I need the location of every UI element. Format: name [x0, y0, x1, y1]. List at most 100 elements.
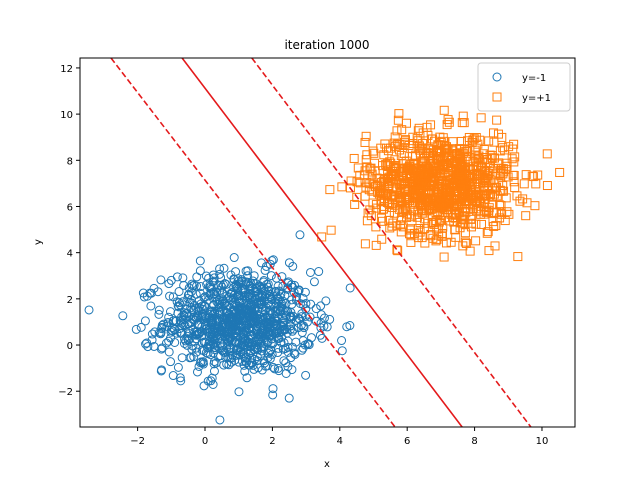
point-class-pos — [531, 179, 541, 189]
point-class-pos — [470, 145, 480, 155]
scatter-points — [84, 105, 565, 425]
point-class-neg — [187, 344, 197, 354]
point-class-neg — [170, 337, 180, 347]
point-class-pos — [456, 159, 466, 169]
point-class-neg — [247, 293, 257, 303]
point-class-pos — [447, 212, 457, 222]
point-class-neg — [228, 300, 238, 310]
point-class-pos — [444, 216, 454, 226]
point-class-pos — [530, 201, 540, 211]
point-class-neg — [215, 264, 225, 274]
point-class-pos — [434, 217, 444, 227]
point-class-neg — [226, 270, 236, 280]
point-class-neg — [221, 279, 231, 289]
point-class-pos — [468, 173, 478, 183]
point-class-pos — [521, 170, 531, 180]
point-class-pos — [404, 165, 414, 175]
point-class-pos — [457, 214, 467, 224]
point-class-neg — [259, 328, 269, 338]
point-class-pos — [446, 237, 456, 247]
point-class-neg — [314, 267, 324, 277]
point-class-neg — [250, 288, 260, 298]
point-class-neg — [178, 273, 188, 283]
point-class-pos — [542, 181, 552, 191]
point-class-neg — [195, 256, 205, 266]
point-class-neg — [175, 324, 185, 334]
point-class-neg — [225, 353, 235, 363]
point-class-neg — [154, 309, 164, 319]
point-class-pos — [380, 139, 390, 149]
point-class-pos — [392, 126, 402, 136]
point-class-neg — [317, 333, 327, 343]
point-class-neg — [260, 265, 270, 275]
point-class-neg — [271, 316, 281, 326]
point-class-neg — [205, 328, 215, 338]
point-class-neg — [207, 373, 217, 383]
point-class-pos — [360, 166, 370, 176]
point-class-neg — [280, 344, 290, 354]
margin-plus-line — [251, 57, 532, 428]
point-class-pos — [488, 208, 498, 218]
point-class-pos — [416, 188, 426, 198]
point-class-pos — [413, 230, 423, 240]
x-ticks: −2 0 2 4 6 8 10 — [130, 427, 548, 447]
point-class-pos — [489, 221, 499, 231]
point-class-pos — [471, 236, 481, 246]
point-class-neg — [268, 390, 278, 400]
point-class-neg — [244, 311, 254, 321]
axes-frame — [79, 57, 576, 428]
y-tick-label: 2 — [67, 295, 73, 306]
point-class-neg — [225, 344, 235, 354]
point-class-pos — [411, 150, 421, 160]
point-class-neg — [281, 358, 291, 368]
point-class-neg — [141, 339, 151, 349]
point-class-pos — [387, 221, 397, 231]
y-tick-label: 4 — [67, 249, 73, 260]
point-class-pos — [409, 189, 419, 199]
point-class-neg — [209, 335, 219, 345]
point-class-pos — [448, 178, 458, 188]
point-class-neg — [242, 352, 252, 362]
point-class-pos — [406, 210, 416, 220]
point-class-neg — [193, 329, 203, 339]
point-class-neg — [342, 322, 352, 332]
point-class-pos — [401, 187, 411, 197]
point-class-pos — [391, 160, 401, 170]
point-class-pos — [398, 222, 408, 232]
point-class-neg — [210, 329, 220, 339]
point-class-neg — [316, 301, 326, 311]
x-tick-label: 2 — [269, 436, 275, 447]
point-class-neg — [149, 283, 159, 293]
point-class-neg — [229, 253, 239, 263]
point-class-neg — [163, 318, 173, 328]
legend: y=-1 y=+1 — [477, 62, 571, 112]
point-class-neg — [208, 317, 218, 327]
point-class-neg — [337, 346, 347, 356]
point-class-pos — [521, 211, 531, 221]
point-class-neg — [242, 373, 252, 383]
point-class-pos — [483, 227, 493, 237]
point-class-neg — [235, 290, 245, 300]
point-class-neg — [209, 273, 219, 283]
point-class-pos — [392, 245, 402, 255]
point-class-neg — [195, 288, 205, 298]
point-class-neg — [84, 305, 94, 315]
point-class-neg — [254, 299, 264, 309]
point-class-pos — [555, 167, 565, 177]
point-class-neg — [305, 312, 315, 322]
point-class-pos — [353, 163, 363, 173]
point-class-pos — [425, 162, 435, 172]
point-class-pos — [397, 125, 407, 135]
point-class-neg — [139, 292, 149, 302]
chart-title: iteration 1000 — [284, 38, 369, 52]
point-class-neg — [179, 280, 189, 290]
point-class-neg — [265, 259, 275, 269]
point-class-neg — [240, 292, 250, 302]
point-class-neg — [249, 329, 259, 339]
point-class-pos — [360, 239, 370, 249]
point-class-neg — [147, 329, 157, 339]
point-class-pos — [436, 176, 446, 186]
point-class-pos — [425, 203, 435, 213]
point-class-pos — [441, 202, 451, 212]
point-class-pos — [471, 192, 481, 202]
